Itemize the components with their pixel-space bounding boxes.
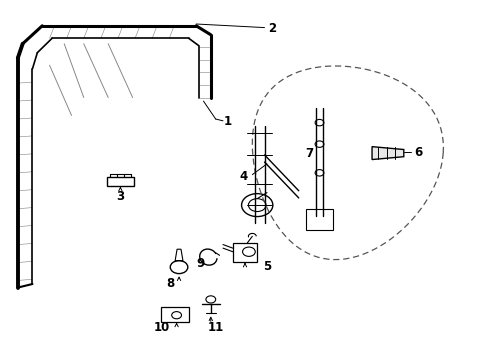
Text: 1: 1 [224,115,232,128]
Text: 2: 2 [268,22,276,35]
Text: 8: 8 [167,278,175,291]
Polygon shape [372,147,404,159]
Text: 10: 10 [154,320,170,333]
Text: 11: 11 [208,320,224,333]
Text: 7: 7 [305,147,314,159]
Text: 9: 9 [196,257,204,270]
Text: 5: 5 [263,260,271,273]
Text: 3: 3 [116,190,124,203]
Text: 4: 4 [239,170,247,183]
Text: 6: 6 [415,145,422,158]
